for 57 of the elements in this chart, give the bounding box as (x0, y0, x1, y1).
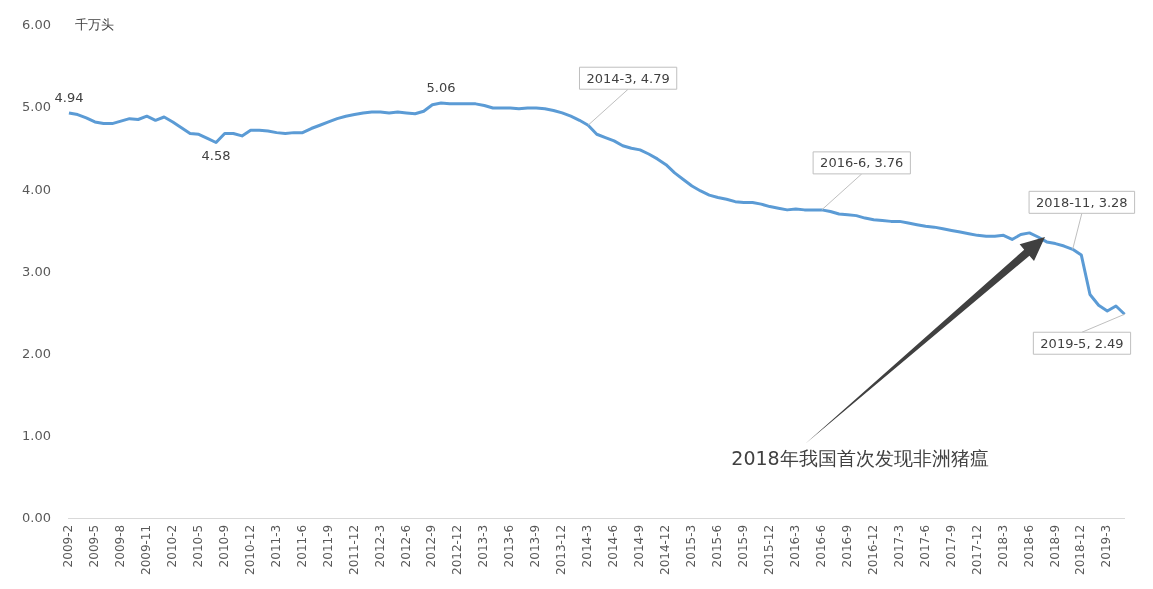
y-axis-title: 千万头 (74, 17, 114, 33)
x-tick-label: 2012-9 (424, 524, 439, 568)
x-tick-label: 2014-6 (606, 524, 621, 568)
x-tick-label: 2013-9 (528, 524, 543, 568)
x-tick-label: 2012-6 (398, 524, 413, 568)
x-tick-label: 2016-3 (787, 524, 802, 568)
x-tick-label: 2017-12 (969, 524, 984, 575)
x-tick-label: 2017-9 (943, 524, 958, 568)
x-tick-label: 2017-6 (917, 524, 932, 568)
x-tick-label: 2014-3 (580, 524, 595, 568)
x-tick-label: 2010-2 (164, 524, 179, 568)
data-label: 2014-3, 4.79 (586, 70, 670, 86)
y-tick-label: 1.00 (21, 428, 51, 444)
y-tick-label: 2.00 (21, 345, 51, 361)
x-tick-label: 2018-6 (1021, 524, 1036, 568)
x-tick-label: 2011-12 (346, 524, 361, 575)
x-tick-label: 2010-9 (216, 524, 231, 568)
x-tick-label: 2011-9 (320, 524, 335, 568)
x-tick-label: 2013-6 (502, 524, 517, 568)
data-label: 5.06 (426, 79, 456, 95)
x-tick-label: 2009-11 (138, 524, 153, 575)
x-tick-label: 2017-3 (891, 524, 906, 568)
y-tick-label: 5.00 (21, 99, 51, 115)
x-tick-label: 2009-5 (87, 524, 102, 568)
data-label: 2019-5, 2.49 (1040, 335, 1124, 351)
x-tick-label: 2015-3 (684, 524, 699, 568)
x-tick-label: 2010-5 (190, 524, 205, 568)
x-tick-label: 2016-6 (813, 524, 828, 568)
data-label: 4.58 (201, 148, 231, 164)
x-tick-label: 2011-3 (268, 524, 283, 568)
x-tick-label: 2018-3 (995, 524, 1010, 568)
x-tick-label: 2016-12 (865, 524, 880, 575)
x-tick-label: 2014-12 (658, 524, 673, 575)
x-tick-label: 2013-12 (554, 524, 569, 575)
y-tick-label: 6.00 (21, 17, 51, 33)
x-tick-label: 2018-12 (1073, 524, 1088, 575)
x-tick-label: 2010-12 (242, 524, 257, 575)
y-tick-label: 3.00 (21, 263, 51, 279)
y-tick-label: 4.00 (21, 181, 51, 197)
x-tick-label: 2015-12 (761, 524, 776, 575)
x-tick-label: 2015-9 (736, 524, 750, 568)
y-tick-label: 0.00 (21, 510, 51, 526)
x-tick-label: 2018-9 (1047, 524, 1062, 568)
x-tick-label: 2014-9 (632, 524, 647, 568)
x-tick-label: 2009-8 (112, 524, 127, 568)
x-tick-label: 2009-2 (61, 524, 76, 568)
x-tick-label: 2019-3 (1099, 524, 1114, 568)
x-tick-label: 2011-6 (294, 524, 309, 568)
x-tick-label: 2012-12 (450, 524, 465, 575)
data-label: 2018-11, 3.28 (1036, 194, 1128, 210)
x-tick-label: 2015-6 (710, 524, 725, 568)
x-tick-label: 2012-3 (372, 524, 387, 568)
data-label: 2016-6, 3.76 (820, 155, 904, 171)
annotation: 2018年我国首次发现非洲猪瘟 (731, 446, 989, 469)
x-tick-label: 2016-9 (839, 524, 854, 568)
x-tick-label: 2013-3 (476, 524, 491, 568)
data-label: 4.94 (54, 89, 84, 105)
